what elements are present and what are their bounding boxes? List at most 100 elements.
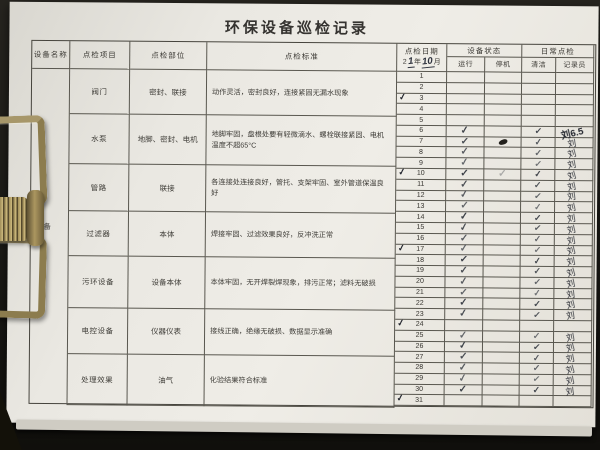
stopped-cell [484, 147, 522, 159]
day-number-cell: ✓ 17 [395, 242, 446, 256]
cleaning-check-mark: ✓ [533, 201, 542, 212]
day-number-cell: 14 [395, 211, 447, 224]
recorder-cell [553, 396, 592, 408]
equipment-row: 污环设备 设备本体 本体牢固，无开焊裂焊现象，排污正常；滤料无破损 [68, 256, 396, 311]
running-check-mark: ✓ [460, 168, 470, 180]
day-number: 31 [415, 396, 423, 404]
table-header-row: 设备名称 点检项目 点检部位 点检标准 [32, 40, 398, 72]
date-header-row: 点检日期 2 1 年 10 月 设备状态 运行 停机 [397, 43, 595, 74]
day-number: 4 [419, 105, 424, 113]
equipment-row: 处理效果 油气 化验结果符合标准 [67, 354, 395, 408]
day-number-cell: ✓ 31 [394, 392, 445, 407]
week-check-mark: ✓ [395, 392, 405, 404]
cleaning-check-mark: ✓ [533, 158, 543, 169]
cleaning-check-mark: ✓ [532, 309, 541, 320]
day-number: 23 [415, 310, 424, 318]
stopped-cell [483, 298, 521, 310]
col-header-running: 运行 [447, 57, 486, 73]
cleaning-check-mark: ✓ [532, 363, 541, 374]
stopped-check-mark: ✓ [498, 168, 507, 180]
cleaning-check-mark: ✓ [534, 125, 543, 137]
stopped-cell [483, 277, 521, 289]
day-number: 5 [419, 116, 424, 124]
stopped-cell [484, 126, 522, 138]
day-number-cell: 21 [395, 287, 446, 299]
cleaning-check-mark: ✓ [534, 147, 542, 158]
clip-spring-coil [0, 197, 27, 241]
stopped-cell [483, 288, 521, 300]
equipment-row: 阀门 密封、联接 动作灵活，密封良好，连接紧固无漏水现象 [69, 69, 398, 117]
col-header-status: 设备状态 [447, 44, 523, 58]
running-cell [447, 72, 486, 84]
col-header-cleaning: 清洁 [522, 57, 557, 73]
cleaning-cell [521, 83, 557, 95]
day-number: 8 [419, 148, 423, 156]
stopped-cell [484, 83, 523, 95]
stopped-cell [482, 385, 520, 397]
cleaning-check-mark: ✓ [532, 298, 541, 309]
running-check-mark: ✓ [459, 351, 468, 363]
day-number-cell: 1 [397, 71, 448, 83]
recorder-signature: 刘 [565, 385, 576, 397]
stopped-cell [483, 331, 521, 343]
cleaning-check-mark: ✓ [533, 266, 541, 277]
stopped-cell [482, 352, 520, 364]
day-number: 18 [416, 256, 425, 264]
running-cell: ✓ [445, 307, 484, 321]
equipment-row: 水泵 地脚、密封、电机 地脚牢固，盘根处要有轻微滴水、螺栓联接紧固、电机温度不超65… [69, 114, 397, 167]
cleaning-cell: ✓ [520, 309, 555, 321]
stopped-cell [484, 180, 522, 192]
running-cell: ✓ [444, 383, 483, 396]
day-number: 16 [416, 235, 425, 243]
cleaning-cell: ✓ [521, 147, 556, 160]
running-check-mark: ✓ [459, 265, 469, 277]
status-group: 设备状态 运行 停机 [447, 44, 523, 73]
stopped-cell [484, 137, 522, 149]
day-number: 22 [415, 299, 424, 307]
cell-part: 地脚、密封、电机 [129, 114, 207, 166]
col-header-daily: 日常点检 [522, 44, 595, 59]
day-number-cell: 7 [396, 136, 447, 148]
cell-std: 本体牢固，无开焊裂焊现象，排污正常；滤料无破损 [205, 257, 396, 311]
cleaning-check-mark: ✓ [533, 190, 542, 202]
day-number-cell: 28 [394, 362, 445, 374]
day-number-cell: 12 [396, 190, 447, 202]
week-check-mark: ✓ [398, 90, 408, 102]
cell-std: 地脚牢固，盘根处要有轻微滴水、螺栓联接紧固、电机温度不超65°C [206, 115, 397, 167]
cleaning-cell: ✓ [520, 331, 555, 343]
cleaning-cell: ✓ [519, 384, 554, 397]
equipment-row: 过滤器 本体 焊接牢固、过滤效果良好，反冲洗正常 [68, 211, 397, 259]
day-number: 15 [416, 224, 425, 232]
stopped-cell [482, 374, 520, 386]
running-check-mark: ✓ [458, 372, 469, 385]
recorder-cell [555, 105, 594, 117]
cleaning-cell [522, 72, 557, 84]
clip-wire-bottom-loop [0, 235, 48, 319]
running-cell [446, 82, 486, 94]
cleaning-cell: ✓ [521, 190, 556, 203]
day-number: 12 [416, 191, 425, 199]
form-title: 环保设备巡检记录 [224, 19, 370, 38]
cleaning-cell: ✓ [521, 137, 556, 149]
cell-item: 处理效果 [67, 354, 128, 406]
cleaning-cell: ✓ [521, 201, 556, 214]
running-check-mark: ✓ [458, 383, 468, 395]
cleaning-check-mark: ✓ [532, 352, 541, 363]
week-check-mark: ✓ [396, 317, 406, 329]
col-header-part: 点检部位 [130, 41, 208, 71]
daily-group: 日常点检 清洁 记录员 [522, 44, 595, 74]
recorder-cell: 刘 [553, 385, 592, 397]
running-check-mark: ✓ [458, 307, 469, 320]
cell-part: 密封、联接 [129, 69, 208, 116]
day-number-cell: 27 [394, 352, 445, 364]
day-number-cell: 19 [395, 265, 446, 277]
cleaning-check-mark: ✓ [532, 384, 541, 396]
daily-check-rows: 1 2 ✓ 3 4 5 6 ✓ ✓ 刘6.5 7 ✓ ✓ 刘 8 ✓ ✓ 刘 9 ✓ ✓ 刘 ✓ 10 ✓ ✓ ✓ 刘 11 ✓ ✓ 刘 12 ✓… [394, 71, 595, 408]
cleaning-check-mark: ✓ [532, 255, 542, 266]
cell-part: 设备本体 [128, 256, 206, 310]
day-number: 19 [416, 267, 424, 275]
stopped-cell [484, 93, 522, 106]
cleaning-cell: ✓ [520, 288, 555, 300]
inspection-table: 设备名称 点检项目 点检部位 点检标准 设备 阀门密封、联接动作灵活，密封良好，… [28, 39, 597, 409]
